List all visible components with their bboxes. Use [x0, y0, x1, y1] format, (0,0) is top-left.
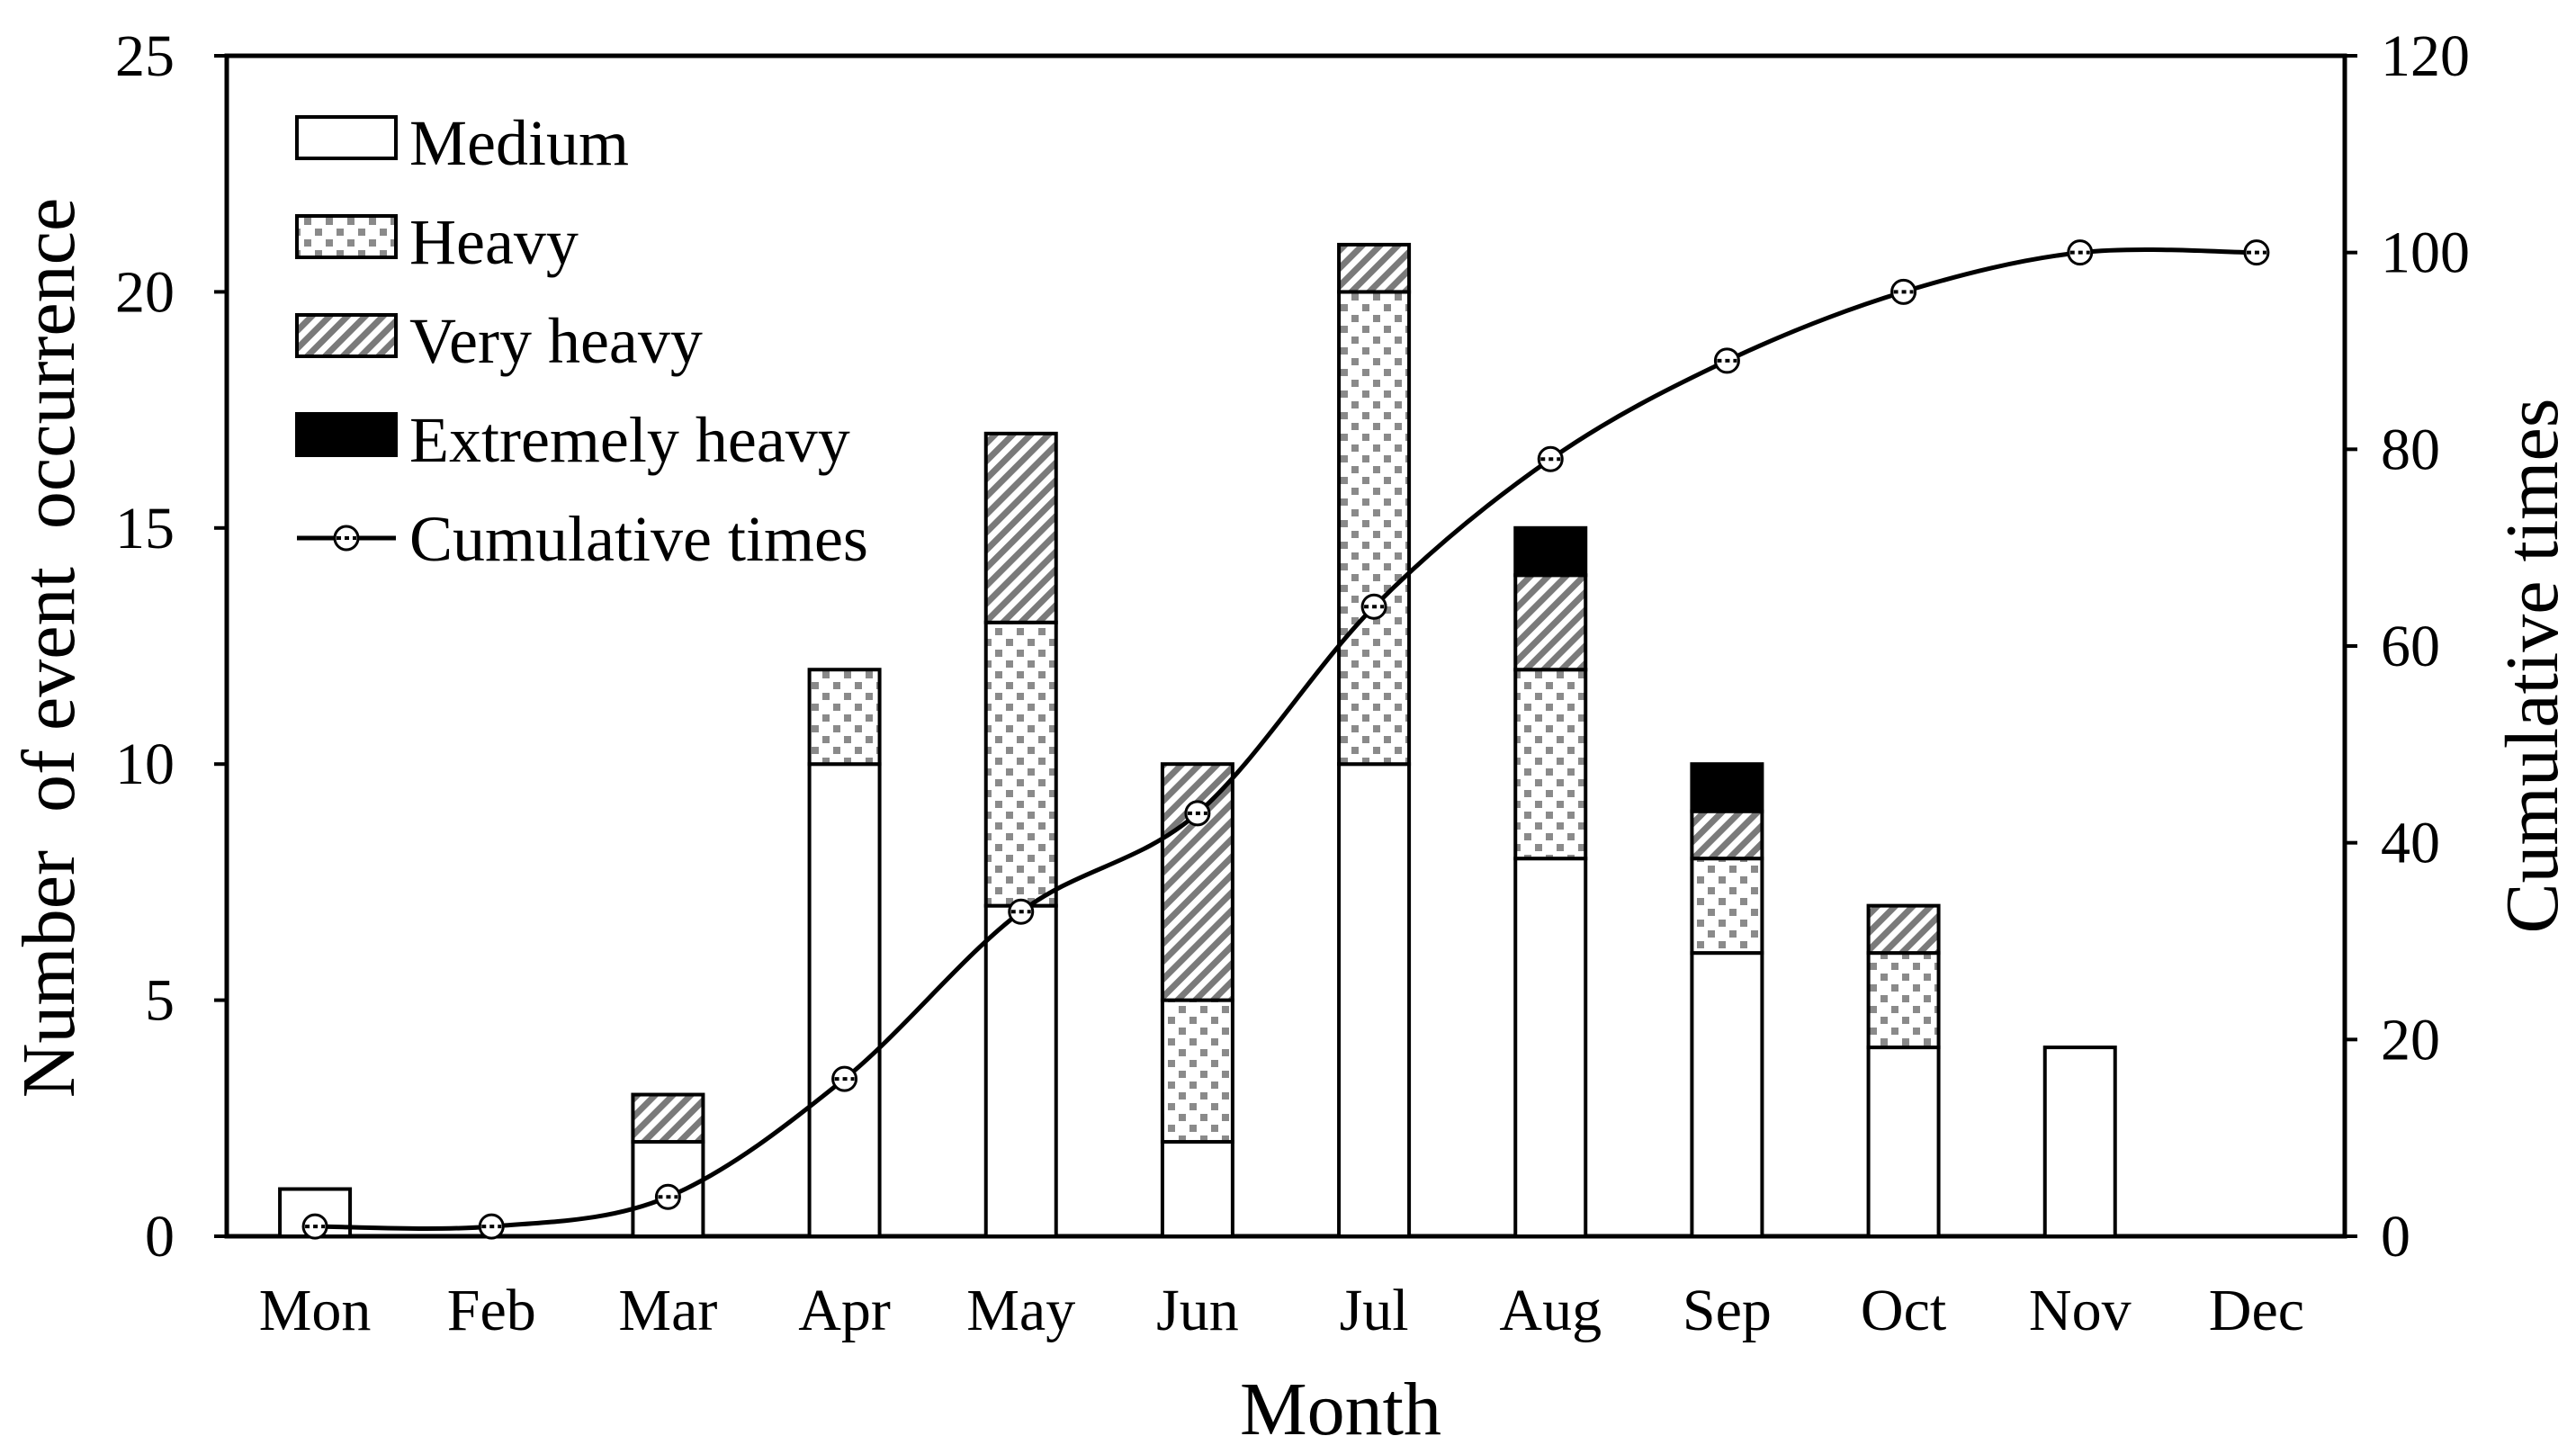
right-tick-label: 80 — [2381, 417, 2440, 482]
bar-medium-oct — [1866, 1046, 1941, 1238]
bar-heavy-sep — [1690, 857, 1764, 956]
cumulative-point-apr — [831, 1065, 858, 1092]
right-y-axis-title: Cumulative times — [2491, 399, 2574, 934]
bar-very-heavy-oct — [1866, 903, 1941, 956]
x-tick-label-apr: Apr — [798, 1278, 891, 1343]
bar-very-heavy-jun — [1160, 762, 1234, 1002]
legend-label-cumulative: Cumulative times — [409, 503, 868, 575]
cumulative-line — [315, 247, 2257, 1231]
right-tick-label: 20 — [2381, 1007, 2440, 1073]
cumulative-line-group — [301, 239, 2270, 1240]
x-tick-label-dec: Dec — [2209, 1278, 2304, 1343]
bar-heavy-oct — [1866, 951, 1941, 1050]
legend-swatch-extremely-heavy — [295, 412, 398, 457]
bar-heavy-jul — [1337, 290, 1412, 767]
left-tick-label: 0 — [145, 1204, 175, 1270]
right-tick-label: 120 — [2381, 23, 2470, 89]
x-tick-label-feb: Feb — [447, 1278, 536, 1343]
bar-medium-jul — [1337, 762, 1412, 1238]
right-tick-label: 40 — [2381, 811, 2440, 876]
x-axis-title: Month — [1240, 1368, 1441, 1451]
bar-heavy-jun — [1160, 998, 1234, 1144]
legend-swatch-medium — [295, 115, 398, 160]
x-tick-label-mon: Mon — [259, 1278, 372, 1343]
cumulative-point-oct — [1890, 278, 1917, 305]
x-tick-label-mar: Mar — [618, 1278, 717, 1343]
cumulative-point-mon — [301, 1213, 328, 1240]
left-axis: 0 5 10 15 20 25 — [115, 23, 227, 1270]
cumulative-point-may — [1008, 898, 1035, 925]
legend-label-extremely-heavy: Extremely heavy — [409, 404, 850, 476]
cumulative-point-jun — [1184, 800, 1211, 827]
bar-medium-may — [983, 903, 1058, 1238]
left-tick-label: 25 — [115, 23, 175, 89]
x-tick-label-nov: Nov — [2029, 1278, 2132, 1343]
bar-medium-jun — [1160, 1140, 1234, 1239]
x-tick-label-sep: Sep — [1683, 1278, 1772, 1343]
bars-group — [278, 242, 2117, 1239]
bar-very-heavy-aug — [1513, 573, 1588, 672]
legend-label-very-heavy: Very heavy — [409, 305, 703, 377]
left-tick-label: 15 — [115, 496, 175, 561]
right-tick-label: 0 — [2381, 1204, 2410, 1270]
legend-label-heavy: Heavy — [409, 206, 579, 278]
cumulative-point-aug — [1537, 445, 1564, 472]
x-tick-label-jul: Jul — [1340, 1278, 1409, 1343]
bar-very-heavy-jul — [1337, 242, 1412, 294]
bar-extremely-heavy-aug — [1513, 525, 1588, 578]
bar-medium-apr — [807, 762, 882, 1238]
cumulative-point-jul — [1360, 593, 1387, 620]
x-axis: Mon Feb Mar Apr May Jun Jul Aug Sep Oct Nov Dec — [259, 1278, 2304, 1343]
right-tick-label: 100 — [2381, 220, 2470, 286]
y-axis-title: Number of event occurrence — [7, 198, 91, 1099]
bar-heavy-apr — [807, 668, 882, 767]
cumulative-point-feb — [478, 1213, 505, 1240]
x-tick-label-aug: Aug — [1499, 1278, 1602, 1343]
bar-heavy-aug — [1513, 668, 1588, 861]
bar-extremely-heavy-sep — [1690, 762, 1764, 813]
cumulative-point-nov — [2067, 239, 2094, 266]
legend-swatch-very-heavy — [295, 313, 398, 358]
x-tick-label-jun: Jun — [1156, 1278, 1239, 1343]
bar-medium-aug — [1513, 857, 1588, 1238]
left-tick-label: 5 — [145, 968, 175, 1034]
left-tick-label: 10 — [115, 731, 175, 797]
cumulative-point-dec — [2243, 239, 2270, 266]
bar-medium-sep — [1690, 951, 1764, 1238]
bar-very-heavy-may — [983, 431, 1058, 624]
x-tick-label-may: May — [966, 1278, 1075, 1343]
legend-label-medium: Medium — [409, 107, 629, 179]
cumulative-point-mar — [654, 1183, 681, 1210]
legend-swatch-heavy — [295, 214, 398, 259]
cumulative-point-sep — [1713, 347, 1740, 374]
bar-heavy-may — [983, 620, 1058, 908]
x-tick-label-oct: Oct — [1861, 1278, 1946, 1343]
right-axis: 0 20 40 60 80 100 120 — [2345, 23, 2470, 1270]
bar-very-heavy-mar — [631, 1092, 705, 1144]
bar-very-heavy-sep — [1690, 809, 1764, 861]
legend: Medium Heavy Very heavy Extremely heavy … — [295, 107, 868, 575]
bar-medium-nov — [2042, 1046, 2117, 1238]
left-tick-label: 20 — [115, 259, 175, 325]
right-tick-label: 60 — [2381, 614, 2440, 679]
